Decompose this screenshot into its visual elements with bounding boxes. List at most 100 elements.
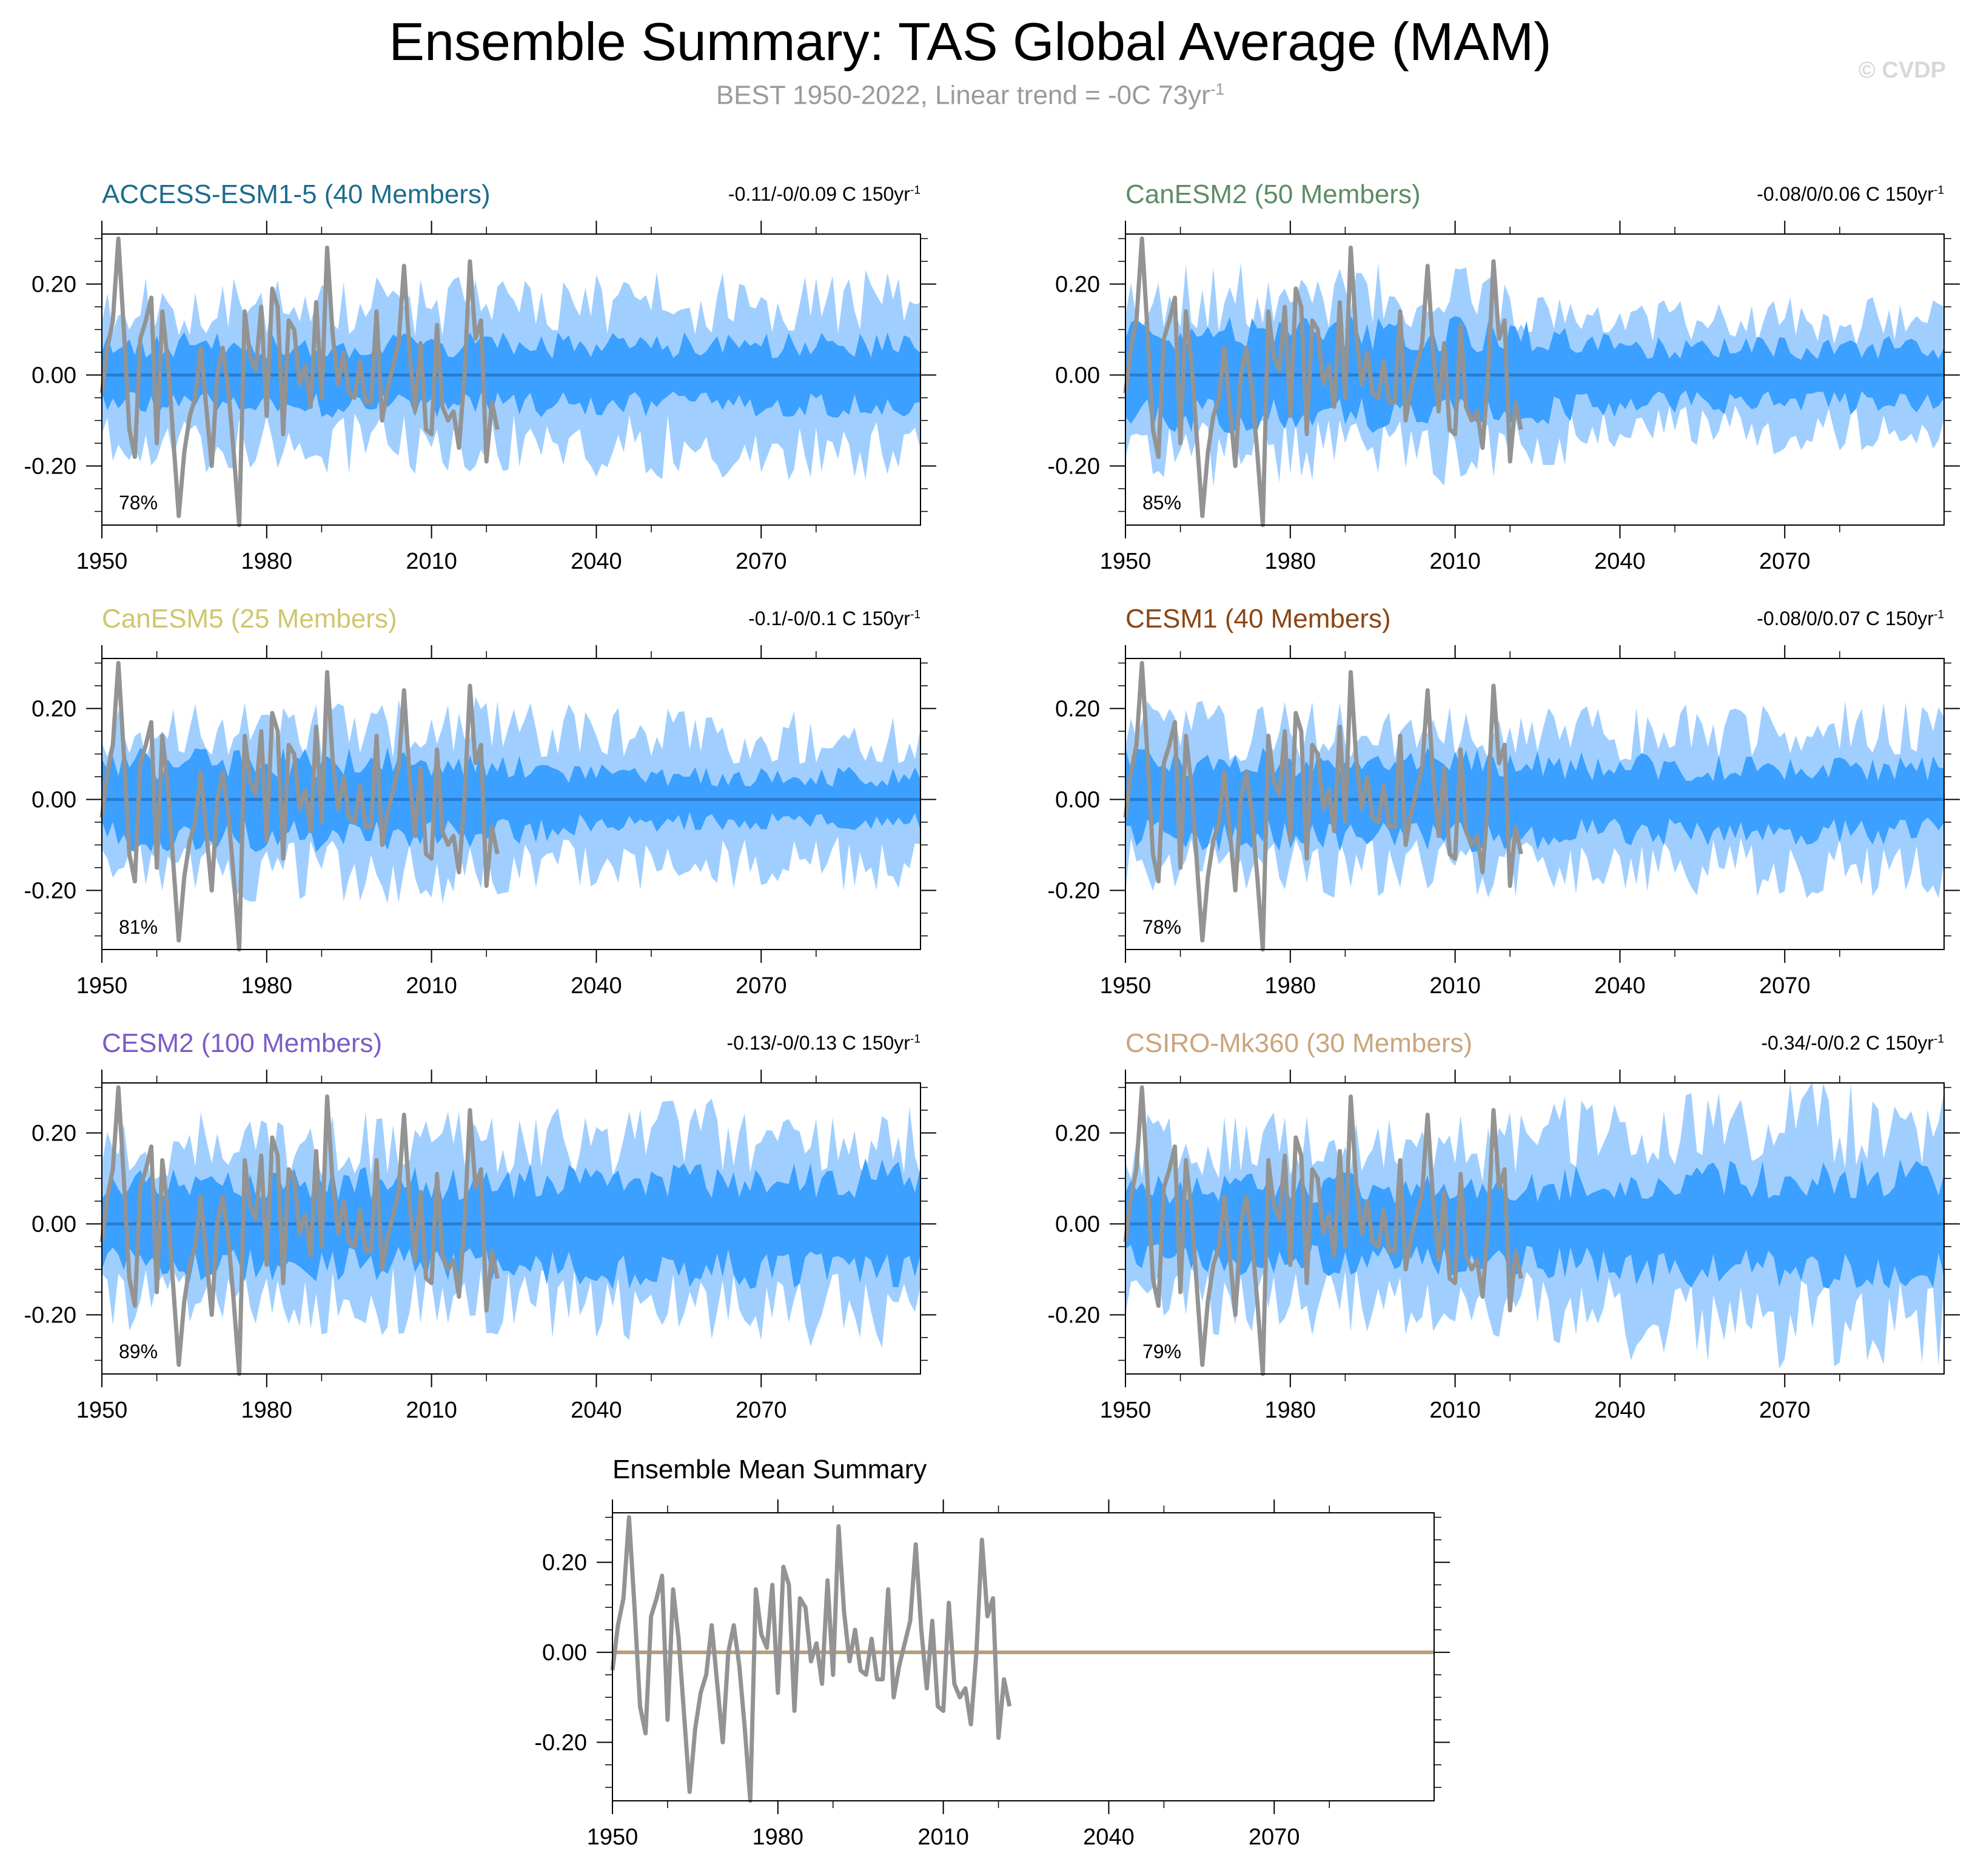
trend-text: -0.08/0/0.07 C 150yr [1757, 608, 1934, 629]
ACCESS-ESM1-5-xtick-label: 2040 [571, 549, 622, 574]
panel-CanESM5: 1950 1980 2010 2040 2070 0.20 0.00 -0.20 81% [24, 645, 936, 999]
CESM2-ytick-label: 0.00 [32, 1212, 76, 1238]
CESM1-xtick-label: 1980 [1265, 973, 1316, 999]
CSIRO-Mk360-percent-label: 79% [1142, 1341, 1181, 1362]
CSIRO-Mk360-xtick-label: 1980 [1265, 1398, 1316, 1423]
panel-CanESM2: 1950 1980 2010 2040 2070 0.20 0.00 -0.20 85% [1047, 221, 1960, 574]
CanESM5-ytick-label: 0.00 [32, 788, 76, 813]
CESM2-ytick-label: -0.20 [24, 1303, 76, 1328]
CanESM5-xtick-label: 1980 [241, 973, 293, 999]
panel-trend-CSIRO-Mk360: -0.34/-0/0.2 C 150yr-1 [1520, 1032, 1944, 1054]
summary-ytick-label: 0.00 [542, 1640, 587, 1666]
CanESM2-xtick-label: 2010 [1429, 549, 1481, 574]
CanESM2-ytick-label: -0.20 [1047, 454, 1100, 480]
CSIRO-Mk360-observation-line [1123, 1085, 1523, 1376]
CanESM5-observation-line [99, 661, 500, 952]
CESM2-xtick-label: 2070 [736, 1398, 787, 1423]
ACCESS-ESM1-5-ytick-label: -0.20 [24, 454, 76, 480]
trend-text: -0.08/0/0.06 C 150yr [1757, 183, 1934, 205]
CanESM5-xtick-label: 1950 [76, 973, 128, 999]
CESM1-percent-label: 78% [1142, 916, 1181, 938]
ACCESS-ESM1-5-xtick-label: 1950 [76, 549, 128, 574]
panel-title-CSIRO-Mk360: CSIRO-Mk360 (30 Members) [1125, 1028, 1473, 1058]
panel-CESM1: 1950 1980 2010 2040 2070 0.20 0.00 -0.20 78% [1047, 645, 1960, 999]
panel-trend-CanESM5: -0.1/-0/0.1 C 150yr-1 [496, 608, 920, 630]
panel-title-CanESM5: CanESM5 (25 Members) [102, 604, 397, 634]
cvdp-watermark: © CVDP [1858, 58, 1946, 83]
CESM1-xtick-label: 2010 [1429, 973, 1481, 999]
ACCESS-ESM1-5-xtick-label: 2070 [736, 549, 787, 574]
summary-xtick-label: 1950 [587, 1824, 639, 1850]
trend-text: -0.11/-0/0.09 C 150yr [728, 183, 910, 205]
trend-text: -0.34/-0/0.2 C 150yr [1761, 1032, 1934, 1054]
panel-CESM2: 1950 1980 2010 2040 2070 0.20 0.00 -0.20 89% [24, 1070, 936, 1423]
panel-title-CanESM2: CanESM2 (50 Members) [1125, 179, 1421, 209]
trend-sup: -1 [1933, 184, 1944, 197]
subtitle-sup: -1 [1210, 80, 1225, 98]
summary-ytick-label: 0.20 [542, 1550, 587, 1576]
CESM2-xtick-label: 1980 [241, 1398, 293, 1423]
summary-xtick-label: 2010 [917, 1824, 969, 1850]
CESM1-ytick-label: 0.00 [1055, 788, 1100, 813]
CanESM2-frame [1125, 233, 1945, 526]
CanESM2-xtick-label: 2040 [1594, 549, 1646, 574]
CSIRO-Mk360-xtick-label: 2070 [1759, 1398, 1811, 1423]
CSIRO-Mk360-ytick-label: -0.20 [1047, 1303, 1100, 1328]
CanESM2-xtick-label: 2070 [1759, 549, 1811, 574]
summary-observation-line [610, 1515, 1012, 1803]
CESM2-percent-label: 89% [119, 1341, 158, 1362]
trend-sup: -1 [1933, 1033, 1944, 1046]
CESM2-xtick-label: 1950 [76, 1398, 128, 1423]
CESM1-frame [1125, 658, 1945, 950]
CanESM2-xtick-label: 1950 [1100, 549, 1152, 574]
CanESM5-xtick-label: 2070 [736, 973, 787, 999]
summary-xtick-label: 2070 [1249, 1824, 1300, 1850]
ACCESS-ESM1-5-percent-label: 78% [119, 492, 158, 514]
summary-panel-title: Ensemble Mean Summary [612, 1455, 927, 1484]
trend-sup: -1 [910, 608, 920, 621]
ACCESS-ESM1-5-observation-line [99, 236, 500, 528]
CESM2-xtick-label: 2040 [571, 1398, 622, 1423]
CanESM2-observation-line [1123, 236, 1523, 528]
CanESM5-xtick-label: 2040 [571, 973, 622, 999]
trend-sup: -1 [910, 1033, 920, 1046]
CanESM5-xtick-label: 2010 [406, 973, 457, 999]
panel-trend-CanESM2: -0.08/0/0.06 C 150yr-1 [1520, 183, 1944, 206]
ACCESS-ESM1-5-ytick-label: 0.20 [32, 272, 76, 298]
summary-xtick-label: 1980 [753, 1824, 804, 1850]
trend-sup: -1 [1933, 608, 1944, 621]
CanESM5-frame [101, 658, 921, 950]
CSIRO-Mk360-ytick-label: 0.20 [1055, 1121, 1100, 1147]
ACCESS-ESM1-5-frame [101, 233, 921, 526]
ACCESS-ESM1-5-ytick-label: 0.00 [32, 363, 76, 389]
panel-trend-ACCESS-ESM1-5: -0.11/-0/0.09 C 150yr-1 [496, 183, 920, 206]
CanESM2-xtick-label: 1980 [1265, 549, 1316, 574]
subtitle-text: BEST 1950-2022, Linear trend = -0C 73yr [716, 80, 1210, 110]
CSIRO-Mk360-xtick-label: 1950 [1100, 1398, 1152, 1423]
CESM1-ytick-label: 0.20 [1055, 697, 1100, 722]
ACCESS-ESM1-5-xtick-label: 2010 [406, 549, 457, 574]
panel-trend-CESM2: -0.13/-0/0.13 C 150yr-1 [496, 1032, 920, 1054]
panel-ensemble-mean-summary: 1950 1980 2010 2040 2070 0.20 0.00 -0.20 [534, 1499, 1450, 1850]
trend-text: -0.1/-0/0.1 C 150yr [748, 608, 910, 629]
panel-CSIRO-Mk360: 1950 1980 2010 2040 2070 0.20 0.00 -0.20 79% [1047, 1070, 1960, 1423]
CanESM2-ytick-label: 0.00 [1055, 363, 1100, 389]
panel-title-CESM2: CESM2 (100 Members) [102, 1028, 383, 1058]
CanESM2-percent-label: 85% [1142, 492, 1181, 514]
CSIRO-Mk360-ytick-label: 0.00 [1055, 1212, 1100, 1238]
CanESM5-ytick-label: 0.20 [32, 697, 76, 722]
CESM1-ytick-label: -0.20 [1047, 879, 1100, 904]
panel-title-ACCESS-ESM1-5: ACCESS-ESM1-5 (40 Members) [102, 179, 491, 209]
figure-title: Ensemble Summary: TAS Global Average (MA… [389, 12, 1552, 72]
CanESM5-percent-label: 81% [119, 916, 158, 938]
panel-ACCESS-ESM1-5: 1950 1980 2010 2040 2070 0.20 0.00 -0.20 78% [24, 221, 936, 574]
CSIRO-Mk360-xtick-label: 2040 [1594, 1398, 1646, 1423]
CSIRO-Mk360-xtick-label: 2010 [1429, 1398, 1481, 1423]
CESM2-observation-line [99, 1085, 500, 1376]
CESM1-xtick-label: 1950 [1100, 973, 1152, 999]
CanESM5-ytick-label: -0.20 [24, 879, 76, 904]
summary-ytick-label: -0.20 [534, 1730, 587, 1756]
summary-xtick-label: 2040 [1083, 1824, 1135, 1850]
summary-frame [612, 1512, 1435, 1801]
